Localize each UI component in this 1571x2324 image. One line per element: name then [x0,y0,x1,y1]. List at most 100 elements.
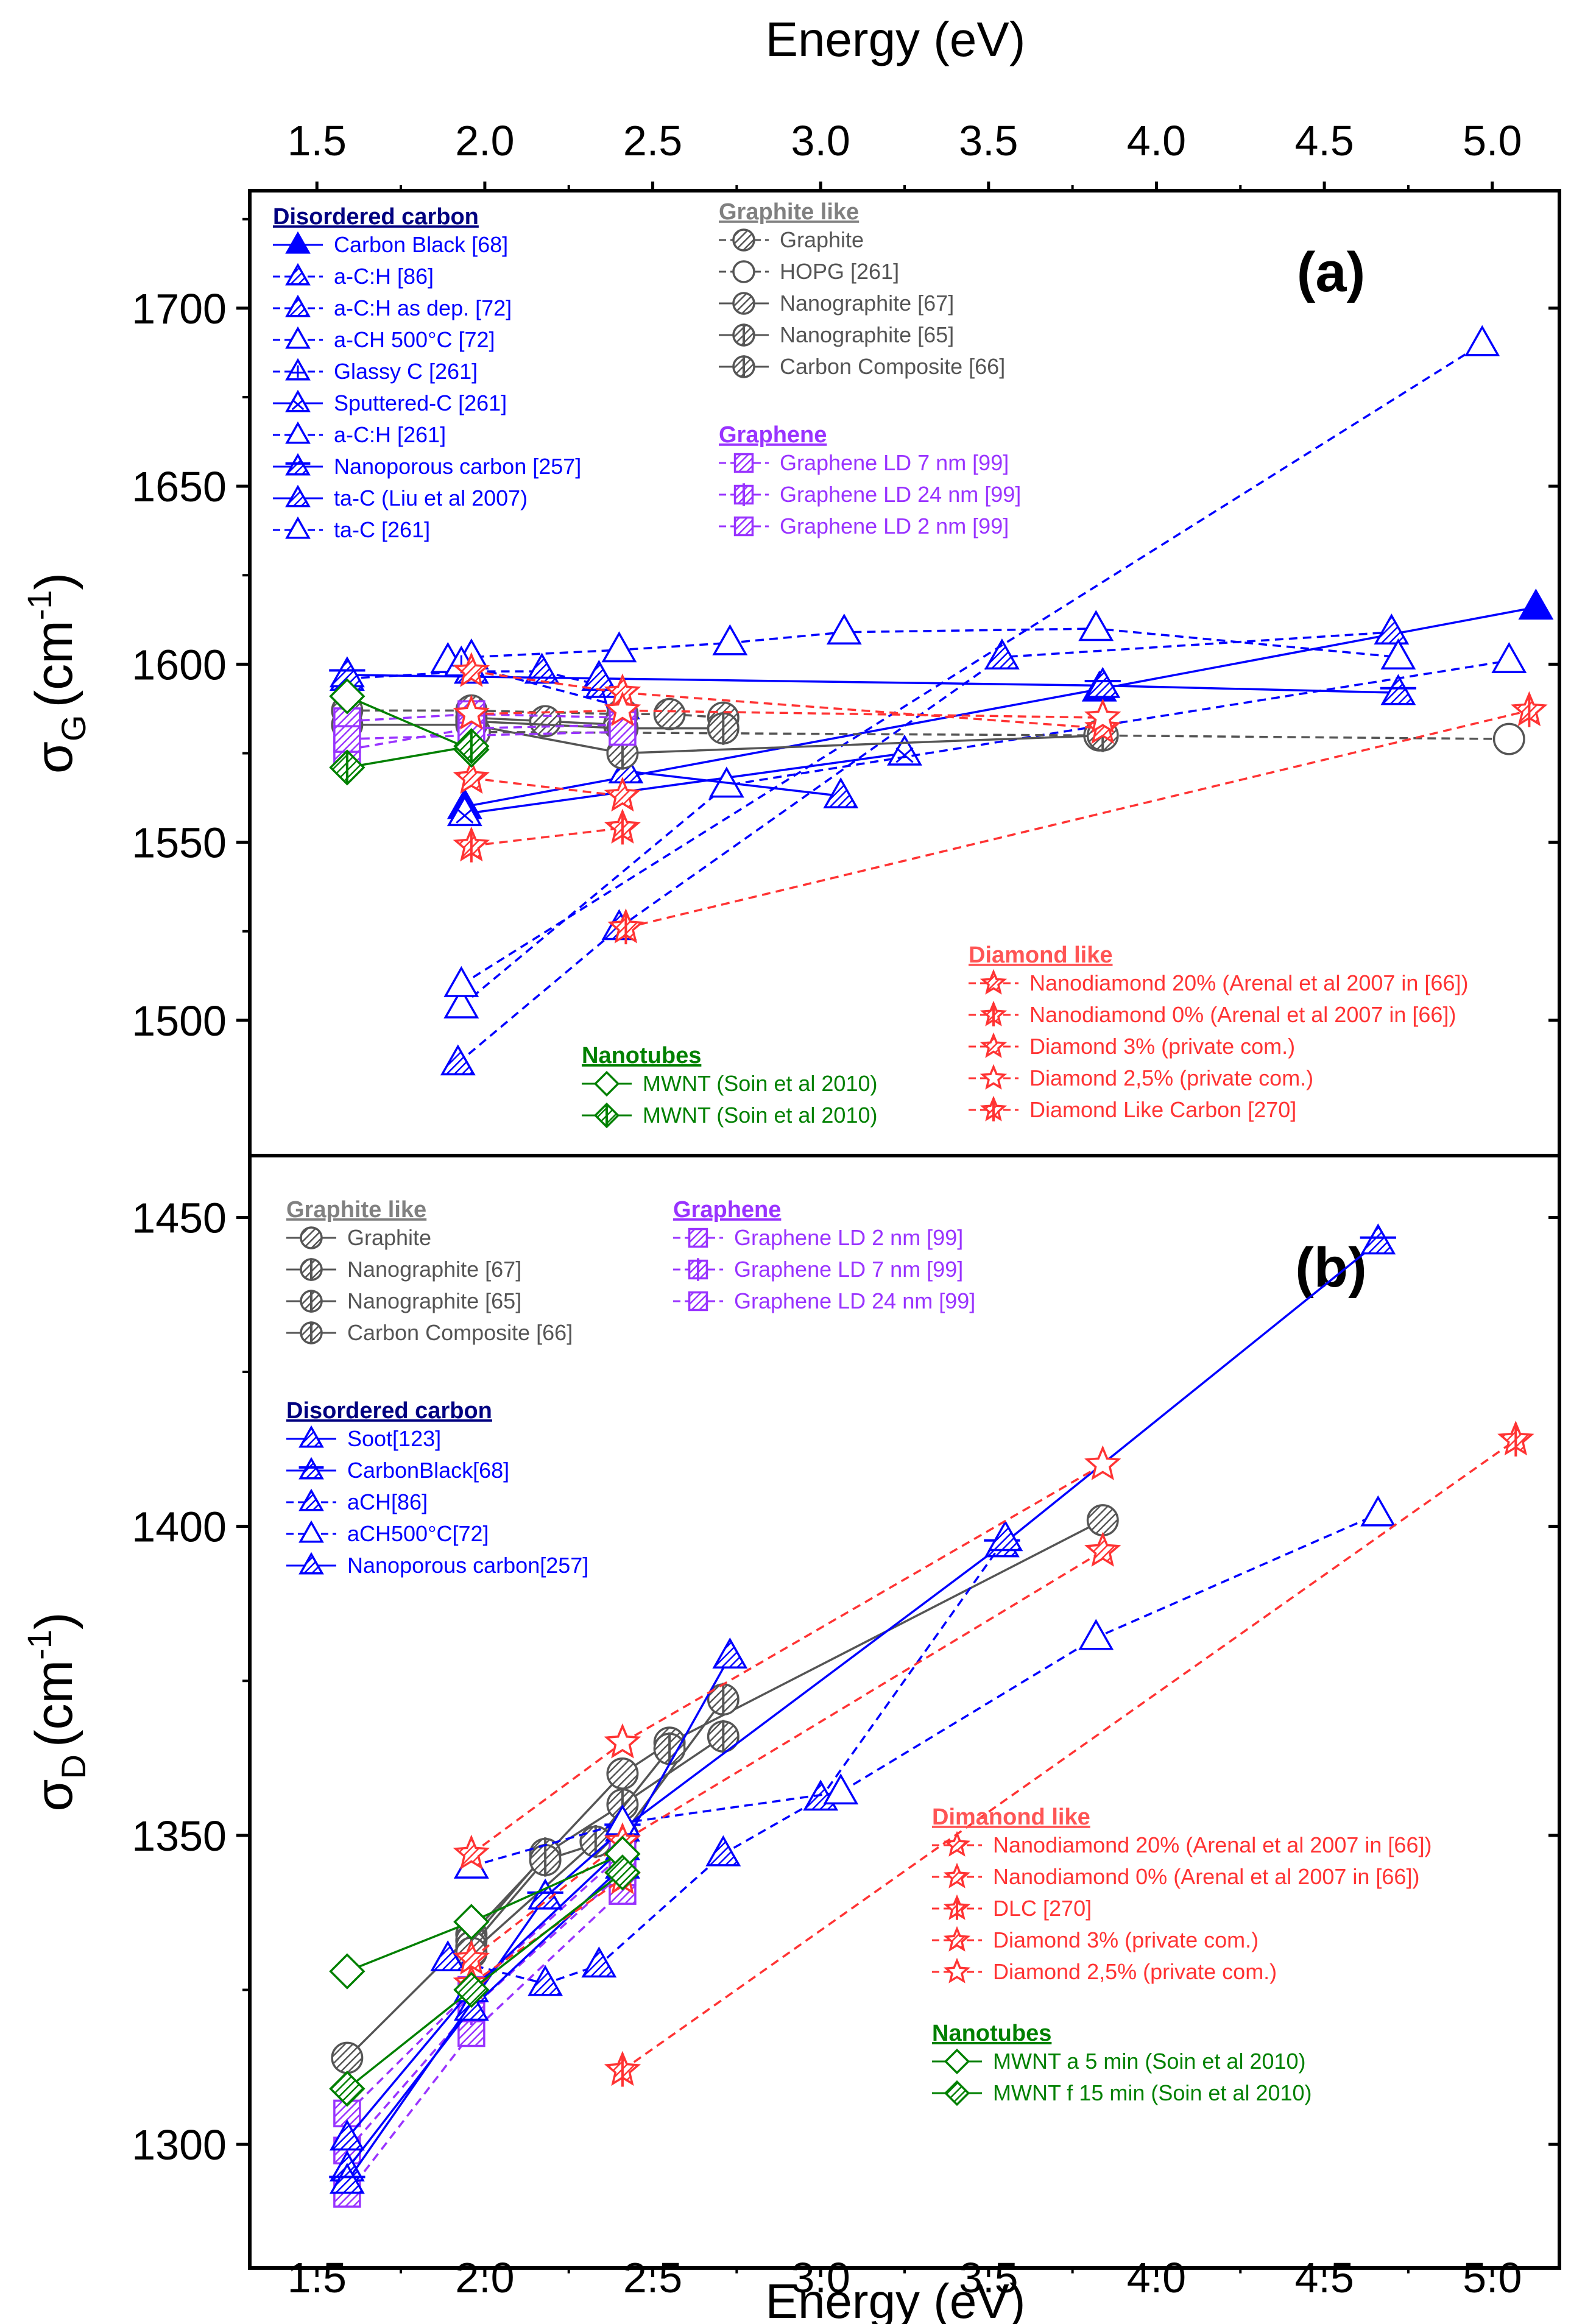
data-point [453,1834,490,1870]
data-point [581,1946,617,1978]
legend-item: Carbon Composite [66] [286,1320,573,1345]
legend-label: Graphite [780,227,864,252]
legend-item: Nanographite [67] [719,291,954,316]
legend-marker [300,1226,323,1249]
x-tick-label-top: 4.0 [1127,117,1186,164]
series-b-18 [329,1854,641,2107]
x-tick-label-top: 3.5 [959,117,1018,164]
series-b-5 [333,1856,637,2167]
legend-label: a-C:H [86] [334,264,434,289]
legend-marker [980,969,1008,995]
data-point [329,2071,365,2107]
legend-marker [593,1070,620,1097]
data-point [1078,610,1114,641]
legend-label: Graphene LD 24 nm [99] [780,482,1021,507]
legend-marker [732,292,755,315]
data-point [1084,708,1121,744]
legend-item: Graphene LD 7 nm [99] [719,450,1009,475]
series-line [471,1513,1379,1868]
series-line [470,1742,623,1855]
x-tick-label-bottom: 5.0 [1463,2254,1522,2301]
data-point [601,631,637,663]
legend-marker [688,1291,708,1312]
legend-item: Carbon Composite [66] [719,354,1005,379]
data-point [1084,698,1121,733]
legend-title: Graphite like [719,199,859,225]
legend-marker [732,260,755,283]
legend-item: a-C:H as dep. [72] [273,294,512,320]
legend-marker [285,231,311,254]
legend-group-nanotubes: Nanotubes MWNT (Soin et al 2010) MWNT (Soi… [582,1043,877,1129]
series-a-22 [607,691,1548,945]
series-line [347,709,724,719]
legend-marker [285,484,311,507]
data-point [1464,325,1500,356]
x-tick-label-top: 2.5 [623,117,682,164]
x-tick-label-top: 2.0 [455,117,514,164]
legend-item: Graphite [719,227,864,252]
series-line [347,745,472,769]
legend-item: Graphene LD 2 nm [99] [673,1225,963,1250]
legend-label: Nanodiamond 20% (Arenal et al 2007 in [6… [993,1832,1432,1857]
data-point [1380,674,1416,705]
marker-plus-overlay [291,365,305,378]
legend-title: Nanotubes [582,1043,701,1068]
series-b-10 [453,1495,1396,1879]
data-point [443,987,479,1019]
legend-label: Nanodiamond 20% (Arenal et al 2007 in [6… [1029,970,1468,995]
legend-label: Carbon Black [68] [334,232,508,257]
series-line [470,1736,724,1941]
data-point [1360,1495,1396,1527]
legend-label: Graphite [347,1225,431,1250]
legend-item: a-C:H [261] [273,421,446,447]
legend-item: Nanographite [67] [286,1257,521,1282]
legend-item: MWNT a 5 min (Soin et al 2010) [932,2048,1306,2075]
series-line [347,724,1103,755]
legend-item: Nanodiamond 0% (Arenal et al 2007 in [66… [969,1000,1456,1027]
y-tick-label: 1700 [132,285,227,333]
legend-item: CarbonBlack[68] [286,1457,509,1483]
legend-label: MWNT f 15 min (Soin et al 2010) [993,2080,1312,2105]
legend-label: ta-C (Liu et al 2007) [334,486,528,510]
marker-x-overlay [456,808,474,824]
y-axis-title-symbol: σ [25,741,83,774]
y-tick-label: 1500 [132,997,227,1045]
x-tick-label-bottom: 2.0 [455,2254,514,2301]
x-tick-label-bottom: 4.5 [1294,2254,1354,2301]
data-point [529,705,562,738]
legend-marker [944,2080,970,2107]
data-point [1360,1223,1396,1255]
series-line [347,695,472,751]
legend-item: aCH500°C[72] [286,1520,489,1546]
legend-item: Nanodiamond 20% (Arenal et al 2007 in [6… [932,1831,1432,1857]
legend-group-nanotubes: Nanotubes MWNT a 5 min (Soin et al 2010) M… [932,2021,1312,2107]
series-line [346,1241,1379,2182]
series-b-0 [331,1504,1119,2074]
y-axis-title-close: ) [25,573,83,590]
y-axis-title-unit: (cm [25,620,83,707]
legend-item: DLC [270] [932,1894,1092,1921]
legend-label: a-C:H as dep. [72] [334,295,512,320]
data-point [440,1044,476,1076]
legend-label: Diamond 2,5% (private com.) [993,1959,1277,1984]
series-line [346,1655,731,2139]
y-axis-title-subscript: D [54,1754,93,1779]
y-axis-title-close: ) [25,1612,83,1630]
legend-marker [943,1862,971,1888]
legend-marker [298,1520,324,1543]
legend-item: MWNT (Soin et al 2010) [582,1102,877,1129]
series-a-21 [453,691,1121,733]
y-tick-label: 1650 [132,463,227,510]
legend-label: Soot[123] [347,1426,441,1451]
legend-item: Nanodiamond 0% (Arenal et al 2007 in [66… [932,1862,1419,1889]
y-axis-title-subscript: G [54,715,93,742]
legend-label: CarbonBlack[68] [347,1458,509,1483]
legend-marker [285,263,311,286]
legend-item: Graphite [286,1225,431,1250]
legend-item: aCH[86] [286,1488,428,1514]
series-line [471,777,623,797]
data-point [712,1637,748,1669]
